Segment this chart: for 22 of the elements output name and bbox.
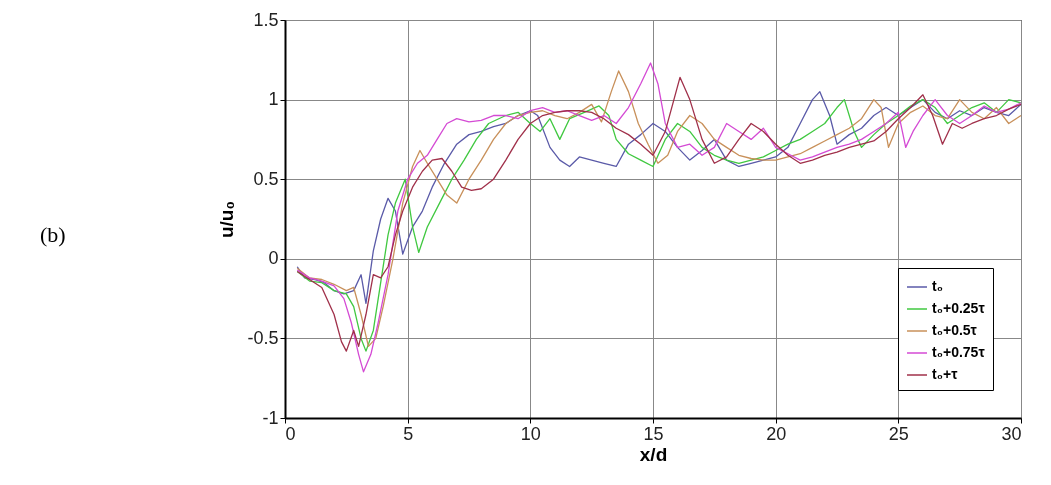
y-tick-label: 1.5 <box>253 9 279 30</box>
x-tick-label: 20 <box>766 423 787 444</box>
line-series <box>296 90 1022 305</box>
x-tick-label: 0 <box>285 423 296 444</box>
y-tick-label: -1 <box>262 407 279 428</box>
x-tick-label: 30 <box>1001 423 1022 444</box>
x-tick-label: 10 <box>520 423 541 444</box>
x-axis-title: x/d <box>639 443 668 465</box>
text: (b) <box>40 222 66 248</box>
y-tick-label: 1 <box>268 89 279 110</box>
y-tick-label: 0.5 <box>253 168 279 189</box>
y-tick-label: 0 <box>268 248 279 269</box>
x-tick-label: 25 <box>888 423 909 444</box>
legend-label: t₀+0.5τ <box>932 322 978 338</box>
y-axis-title: u/u₀ <box>216 200 238 239</box>
y-tick-label: -0.5 <box>247 327 279 348</box>
x-tick-label: 5 <box>403 423 414 444</box>
legend-label: t₀+τ <box>932 366 959 382</box>
legend-label: t₀+0.25τ <box>932 300 986 316</box>
legend-label: t₀ <box>932 278 943 294</box>
legend-label: t₀+0.75τ <box>932 344 986 360</box>
x-tick-label: 15 <box>643 423 664 444</box>
